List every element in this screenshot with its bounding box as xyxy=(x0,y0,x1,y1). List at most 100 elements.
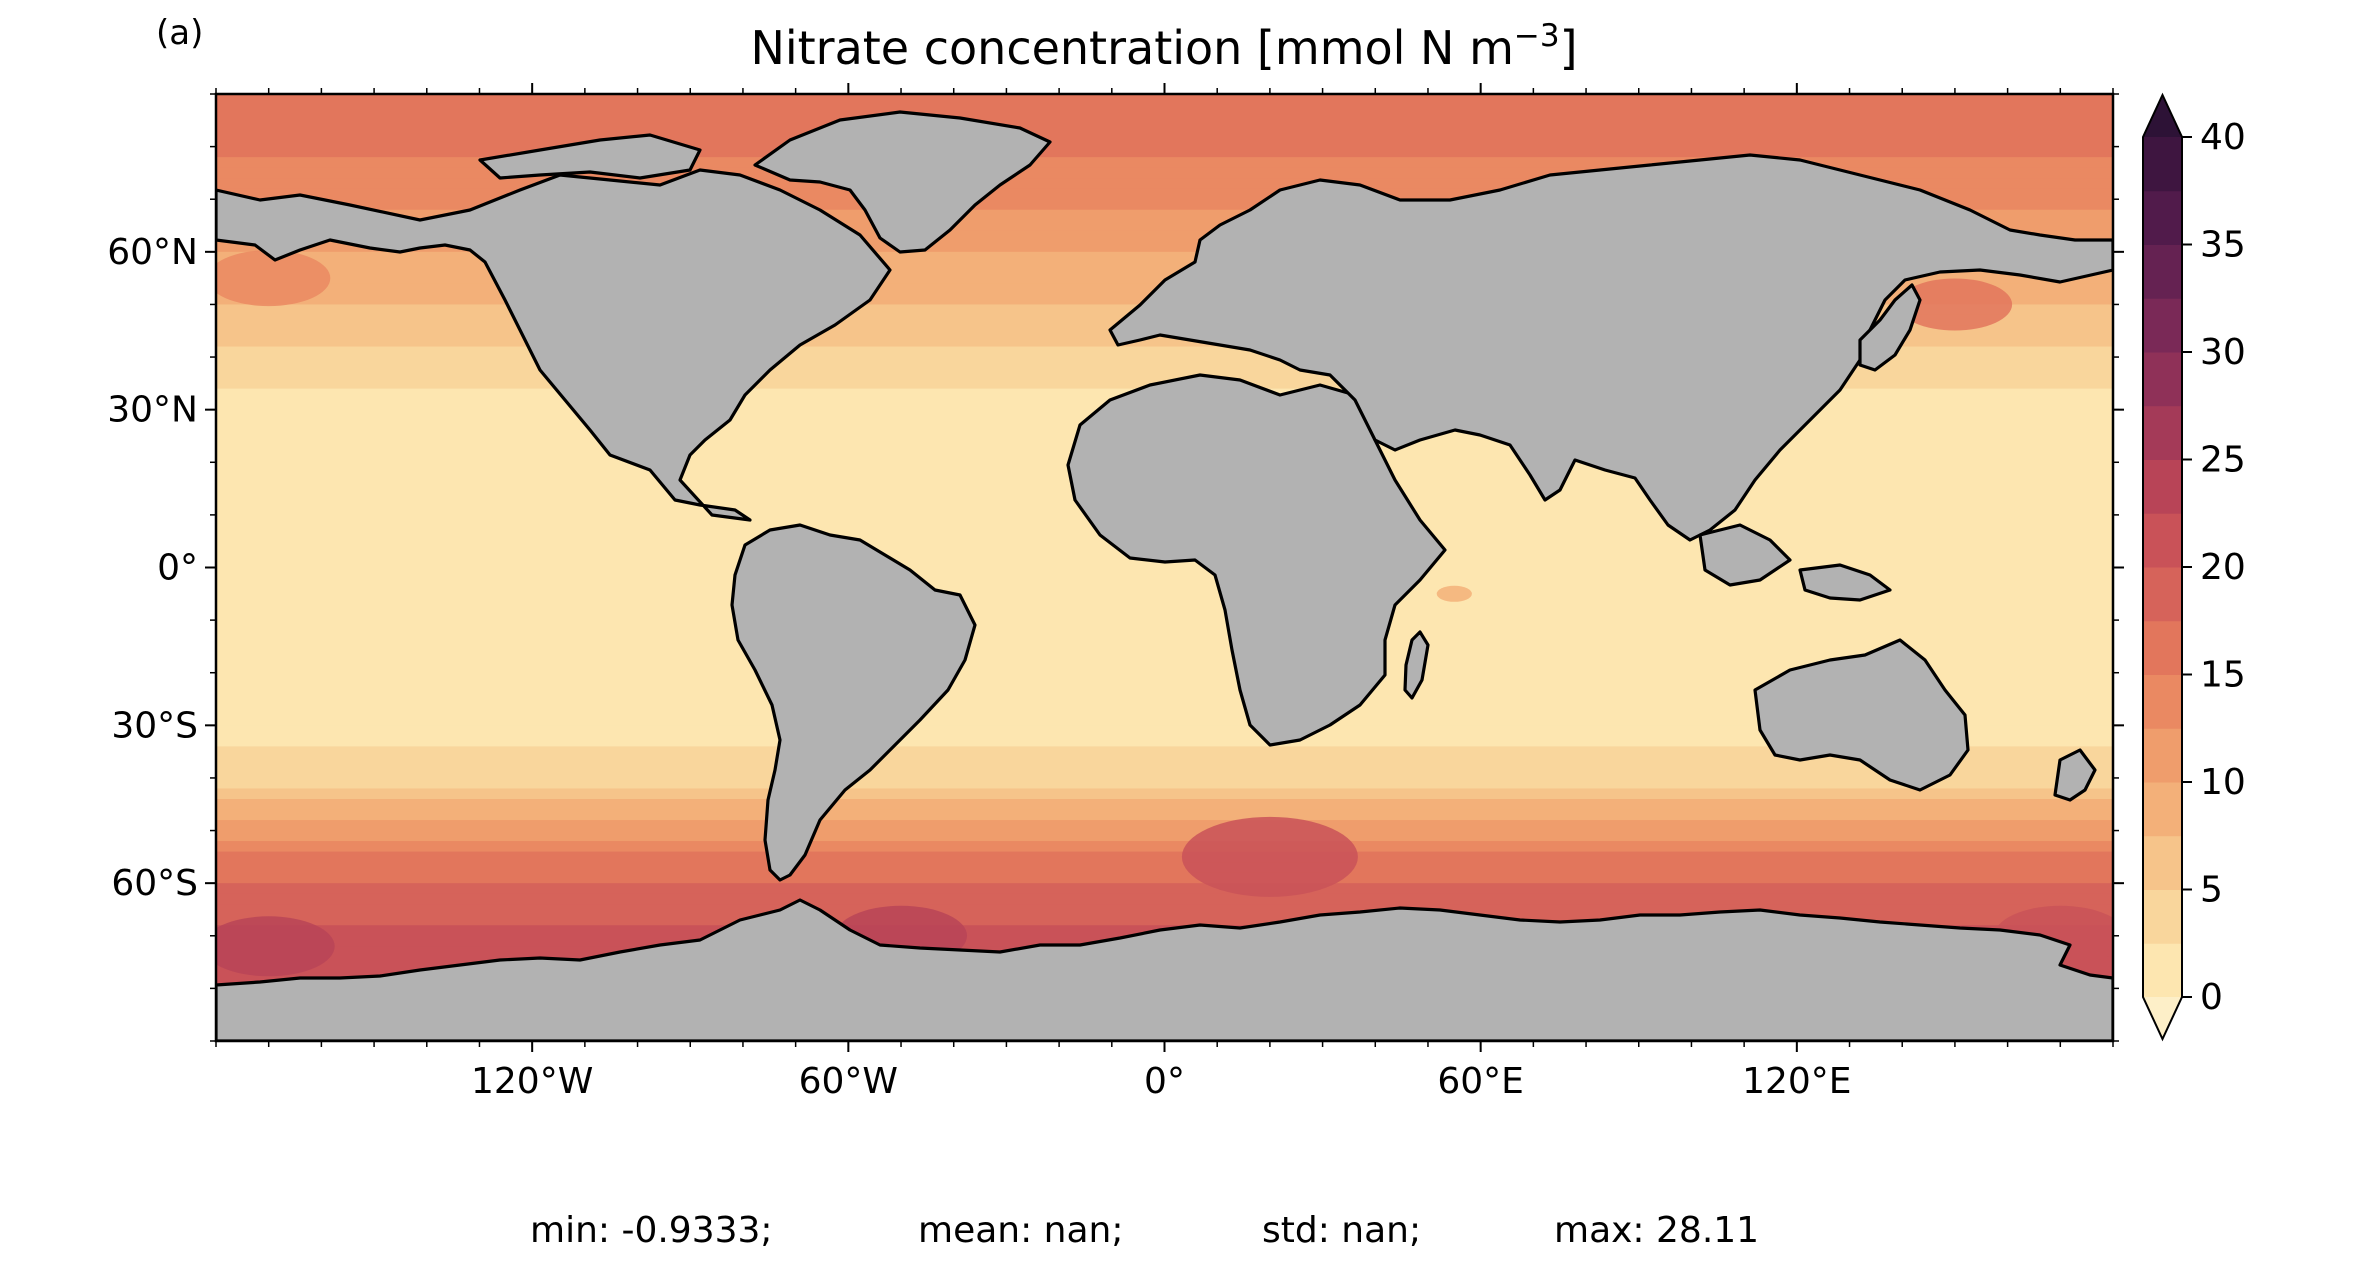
nitrate-band xyxy=(216,883,2113,895)
colorbar-segment xyxy=(2143,889,2182,944)
title-main: Nitrate concentration [mmol N m xyxy=(750,21,1513,75)
nitrate-band xyxy=(216,704,2113,716)
maritime-continent-land xyxy=(1698,523,1892,602)
nitrate-band xyxy=(216,251,2113,263)
nitrate-band xyxy=(216,157,2113,169)
nitrate-band xyxy=(216,714,2113,726)
panel-label: (a) xyxy=(156,13,203,53)
nitrate-band xyxy=(216,230,2113,242)
nitrate-hotspot xyxy=(1897,278,2013,331)
longitude-axis: 120°W 60°W 0° 60°E 120°E xyxy=(215,83,2114,1102)
colorbar-tick-label: 25 xyxy=(2200,440,2246,481)
colorbar-tick-label: 35 xyxy=(2200,225,2246,266)
nitrate-band xyxy=(216,851,2113,863)
nitrate-band xyxy=(216,651,2113,663)
africa-land xyxy=(1066,373,1447,747)
nitrate-band xyxy=(216,188,2113,200)
nitrate-band xyxy=(216,367,2113,379)
colorbar-segment xyxy=(2143,674,2182,729)
nitrate-band xyxy=(216,167,2113,179)
nitrate-band xyxy=(216,115,2113,127)
map-title: Nitrate concentration [mmol N m−3] xyxy=(750,18,1577,75)
colorbar-segment xyxy=(2143,405,2182,460)
nitrate-band xyxy=(216,588,2113,600)
south-america-land xyxy=(730,523,977,882)
title-superscript: −3 xyxy=(1514,18,1560,54)
title-closing: ] xyxy=(1560,21,1578,75)
nitrate-band xyxy=(216,746,2113,758)
y-tick-label: 30°N xyxy=(107,390,198,431)
colorbar-tick-label: 5 xyxy=(2200,870,2223,911)
nitrate-band xyxy=(216,567,2113,579)
nitrate-hotspot xyxy=(216,916,335,977)
nitrate-band xyxy=(216,220,2113,232)
colorbar-segment xyxy=(2143,943,2182,998)
y-tick-label: 30°S xyxy=(111,705,198,746)
nitrate-hotspot xyxy=(1436,585,1472,602)
colorbar-segment xyxy=(2143,244,2182,299)
nitrate-band xyxy=(216,620,2113,632)
colorbar-tick-label: 30 xyxy=(2200,332,2246,373)
colorbar-segment xyxy=(2143,459,2182,514)
nitrate-band xyxy=(216,178,2113,190)
colorbar-segment xyxy=(2143,298,2182,353)
x-tick-label: 120°W xyxy=(471,1061,593,1102)
x-tick-label: 60°W xyxy=(799,1061,898,1102)
nitrate-band xyxy=(216,336,2113,348)
nitrate-hotspot xyxy=(216,250,331,307)
map-panel xyxy=(216,94,2113,1041)
nitrate-band xyxy=(216,893,2113,905)
madagascar-land xyxy=(1403,630,1430,700)
colorbar-segment xyxy=(2143,137,2182,192)
colorbar-segment xyxy=(2143,352,2182,407)
nitrate-band xyxy=(216,346,2113,358)
nitrate-band xyxy=(216,904,2113,916)
nitrate-band xyxy=(216,798,2113,811)
stats-mean: mean: nan; xyxy=(918,1210,1124,1251)
x-tick-label: 120°E xyxy=(1742,1061,1851,1102)
nitrate-band xyxy=(216,672,2113,684)
nitrate-band xyxy=(216,809,2113,821)
colorbar-segment xyxy=(2143,620,2182,675)
antarctica-land xyxy=(216,898,2113,1041)
nitrate-band xyxy=(216,241,2113,253)
nitrate-band xyxy=(216,609,2113,621)
nitrate-band xyxy=(216,262,2113,274)
nitrate-band xyxy=(216,630,2113,642)
colorbar-tick-label: 20 xyxy=(2200,547,2246,588)
colorbar-segment xyxy=(2143,835,2182,890)
nitrate-band xyxy=(216,104,2113,116)
y-tick-label: 60°S xyxy=(111,863,198,904)
nitrate-band xyxy=(216,199,2113,211)
nitrate-band xyxy=(216,146,2113,158)
nitrate-band xyxy=(216,662,2113,674)
colorbar-tick-label: 40 xyxy=(2200,117,2246,158)
colorbar-segment xyxy=(2143,567,2182,622)
stats-std: std: nan; xyxy=(1262,1210,1421,1251)
y-tick-label: 0° xyxy=(157,548,198,589)
stats-line: min: -0.9333; mean: nan; std: nan; max: … xyxy=(530,1210,1759,1251)
land-masses xyxy=(216,110,2113,1041)
nitrate-band xyxy=(216,788,2113,800)
stats-min: min: -0.9333; xyxy=(530,1210,773,1251)
x-tick-label: 60°E xyxy=(1437,1061,1524,1102)
nitrate-band xyxy=(216,209,2113,221)
nitrate-band xyxy=(216,683,2113,695)
nitrate-band xyxy=(216,862,2113,874)
nitrate-hotspot xyxy=(1181,816,1358,897)
nitrate-band xyxy=(216,725,2113,737)
nitrate-band xyxy=(216,767,2113,779)
colorbar-over-extension xyxy=(2143,95,2182,137)
nitrate-band xyxy=(216,136,2113,148)
colorbar-segment xyxy=(2143,190,2182,245)
nitrate-band xyxy=(216,841,2113,853)
nitrate-band xyxy=(216,872,2113,884)
colorbar-segment xyxy=(2143,513,2182,568)
nitrate-band xyxy=(216,777,2113,790)
greenland-land xyxy=(753,110,1052,254)
colorbar-segment xyxy=(2143,782,2182,837)
colorbar-under-extension xyxy=(2143,997,2182,1039)
nitrate-band xyxy=(216,578,2113,590)
nitrate-band xyxy=(216,830,2113,842)
